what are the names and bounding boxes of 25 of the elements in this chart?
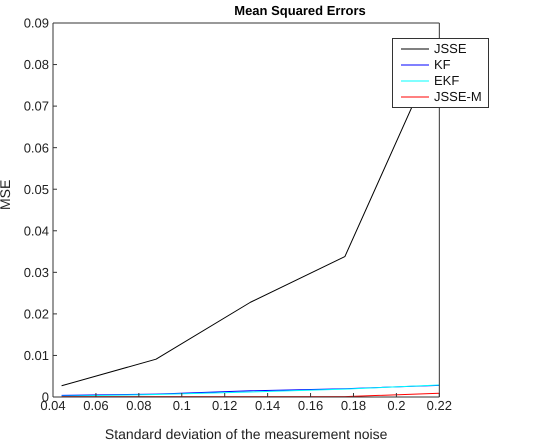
- y-axis-title: MSE: [0, 180, 13, 210]
- y-tick-label: 0.08: [24, 57, 49, 72]
- x-tick-label: 0.12: [212, 398, 238, 414]
- x-tick-label: 0.1: [172, 398, 191, 414]
- x-tick-label: 0.2: [387, 398, 406, 414]
- y-tick-label: 0.07: [24, 98, 49, 114]
- x-tick-label: 0.16: [298, 398, 324, 414]
- legend-label: KF: [434, 57, 451, 73]
- x-tick-label: 0.08: [126, 398, 152, 414]
- y-tick-label: 0.01: [24, 348, 49, 364]
- x-axis-title: Standard deviation of the measurement noise: [104, 426, 388, 442]
- x-tick-label: 0.22: [426, 398, 452, 414]
- x-tick-label: 0.06: [83, 398, 109, 414]
- y-tick-label: 0.06: [24, 140, 49, 156]
- x-tick-label: 0.14: [254, 398, 280, 414]
- x-tick-label: 0.18: [340, 398, 366, 414]
- legend-label: JSSE: [434, 41, 467, 57]
- y-tick-label: 0.02: [24, 306, 49, 322]
- y-tick-label: 0.03: [24, 264, 49, 280]
- y-tick-label: 0.09: [24, 16, 49, 31]
- legend-label: JSSE-M: [434, 89, 482, 105]
- legend-label: EKF: [434, 73, 460, 89]
- y-tick-label: 0.04: [24, 223, 49, 238]
- chart-title: Mean Squared Errors: [234, 3, 366, 18]
- y-tick-label: 0.05: [24, 182, 49, 197]
